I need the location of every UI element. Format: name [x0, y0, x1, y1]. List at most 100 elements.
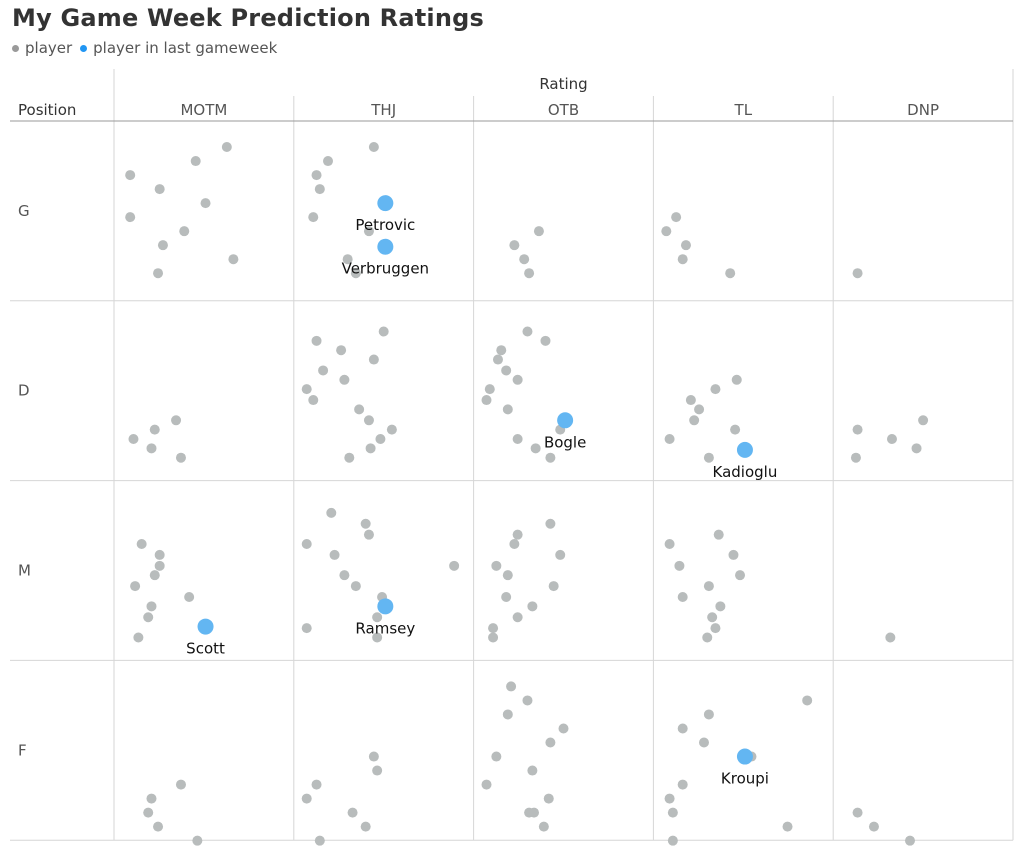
player-dot — [698, 737, 709, 748]
last-gameweek-dot-scott — [197, 618, 214, 635]
player-dot — [179, 226, 190, 237]
player-dot — [918, 415, 929, 426]
last-gameweek-dot-kadioglu — [736, 441, 753, 458]
player-dot — [492, 354, 503, 365]
last-gameweek-dot-kroupi — [736, 748, 753, 765]
player-dot — [386, 424, 397, 435]
player-dot — [689, 415, 700, 426]
player-dot — [146, 443, 157, 454]
player-dot — [904, 835, 915, 846]
player-dot — [713, 529, 724, 540]
player-dot — [372, 632, 383, 643]
player-dot — [677, 254, 688, 265]
player-dot — [725, 268, 736, 279]
player-dot — [363, 226, 374, 237]
player-dot — [368, 142, 379, 153]
player-dot — [372, 765, 383, 776]
player-dot — [344, 452, 355, 463]
player-dot — [538, 821, 549, 832]
player-dot — [329, 549, 340, 560]
player-dot — [190, 156, 201, 167]
player-dot — [136, 539, 147, 550]
player-dot — [133, 632, 144, 643]
player-dot — [680, 240, 691, 251]
player-dot — [363, 529, 374, 540]
player-dot — [449, 560, 460, 571]
column-header-title: Rating — [539, 75, 587, 93]
player-dot — [146, 601, 157, 612]
player-dot — [496, 345, 507, 356]
player-dot — [710, 623, 721, 634]
player-dot — [311, 335, 322, 346]
player-dot — [488, 632, 499, 643]
player-dot — [677, 779, 688, 790]
legend: player player in last gameweek — [12, 39, 285, 57]
player-dot — [710, 384, 721, 395]
player-dot — [852, 424, 863, 435]
player-dot — [731, 374, 742, 385]
player-dot — [308, 395, 319, 406]
player-dot — [852, 268, 863, 279]
player-dot — [502, 709, 513, 720]
player-dot — [911, 443, 922, 454]
player-dot — [175, 779, 186, 790]
player-dot — [671, 212, 682, 223]
player-label-bogle: Bogle — [544, 433, 586, 451]
player-dot — [372, 612, 383, 623]
player-dot — [715, 601, 726, 612]
row-label-d: D — [18, 382, 30, 400]
player-dot — [558, 723, 569, 734]
player-dot — [728, 549, 739, 560]
player-dot — [360, 821, 371, 832]
player-dot — [512, 529, 523, 540]
row-header-title: Position — [18, 101, 76, 119]
player-label-scott: Scott — [186, 640, 225, 658]
player-dot — [886, 433, 897, 444]
player-dot — [301, 623, 312, 634]
player-dot — [354, 404, 365, 415]
last-gameweek-dot-bogle — [557, 412, 574, 429]
player-dot — [347, 807, 358, 818]
player-dot — [685, 395, 696, 406]
player-dot — [527, 601, 538, 612]
player-dot — [221, 142, 232, 153]
player-dot — [501, 365, 512, 376]
player-dot — [481, 779, 492, 790]
player-dot — [350, 268, 361, 279]
player-dot — [192, 835, 203, 846]
player-label-ramsey: Ramsey — [355, 619, 415, 637]
column-label-otb: OTB — [548, 101, 579, 119]
player-dot — [323, 156, 334, 167]
player-dot — [491, 751, 502, 762]
last-gameweek-dot-verbruggen — [377, 238, 394, 255]
player-dot — [153, 821, 164, 832]
player-dot — [661, 226, 672, 237]
player-dot — [527, 765, 538, 776]
player-dot — [868, 821, 879, 832]
player-dot — [694, 404, 705, 415]
player-dot — [301, 793, 312, 804]
player-dot — [365, 443, 376, 454]
player-dot — [664, 433, 675, 444]
row-label-f: F — [18, 741, 27, 759]
column-label-dnp: DNP — [907, 101, 939, 119]
player-dot — [308, 212, 319, 223]
player-dot — [703, 709, 714, 720]
player-dot — [326, 507, 337, 518]
player-dot — [318, 365, 329, 376]
player-dot — [314, 835, 325, 846]
player-dot — [143, 612, 154, 623]
player-dot — [703, 581, 714, 592]
player-dot — [154, 549, 165, 560]
player-dot — [545, 737, 556, 748]
player-dot — [339, 374, 350, 385]
player-dot — [143, 807, 154, 818]
player-dot — [522, 326, 533, 337]
last-gameweek-dot-petrovic — [377, 195, 394, 212]
player-dot — [301, 539, 312, 550]
player-dot — [885, 632, 896, 643]
chart-title: My Game Week Prediction Ratings — [12, 4, 484, 32]
player-dot — [802, 695, 813, 706]
player-dot — [707, 612, 718, 623]
